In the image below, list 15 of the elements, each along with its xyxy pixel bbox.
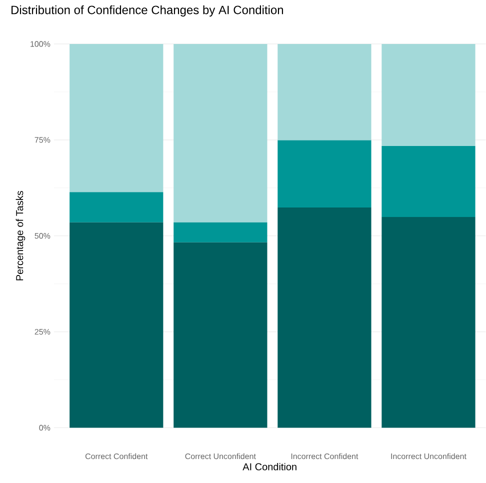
x-axis-title: AI Condition bbox=[242, 463, 296, 470]
y-axis-title: Percentage of Tasks bbox=[16, 191, 26, 280]
bar bbox=[382, 44, 476, 146]
bar bbox=[382, 146, 476, 218]
bar bbox=[70, 44, 164, 192]
bar bbox=[174, 222, 268, 243]
bar bbox=[70, 222, 164, 428]
bar bbox=[174, 44, 268, 223]
bar bbox=[174, 242, 268, 428]
bar bbox=[278, 140, 372, 208]
bar bbox=[278, 208, 372, 428]
bar bbox=[382, 217, 476, 428]
bar bbox=[70, 192, 164, 223]
bar bbox=[278, 44, 372, 140]
chart-title: Distribution of Confidence Changes by AI Condition bbox=[12, 6, 284, 17]
